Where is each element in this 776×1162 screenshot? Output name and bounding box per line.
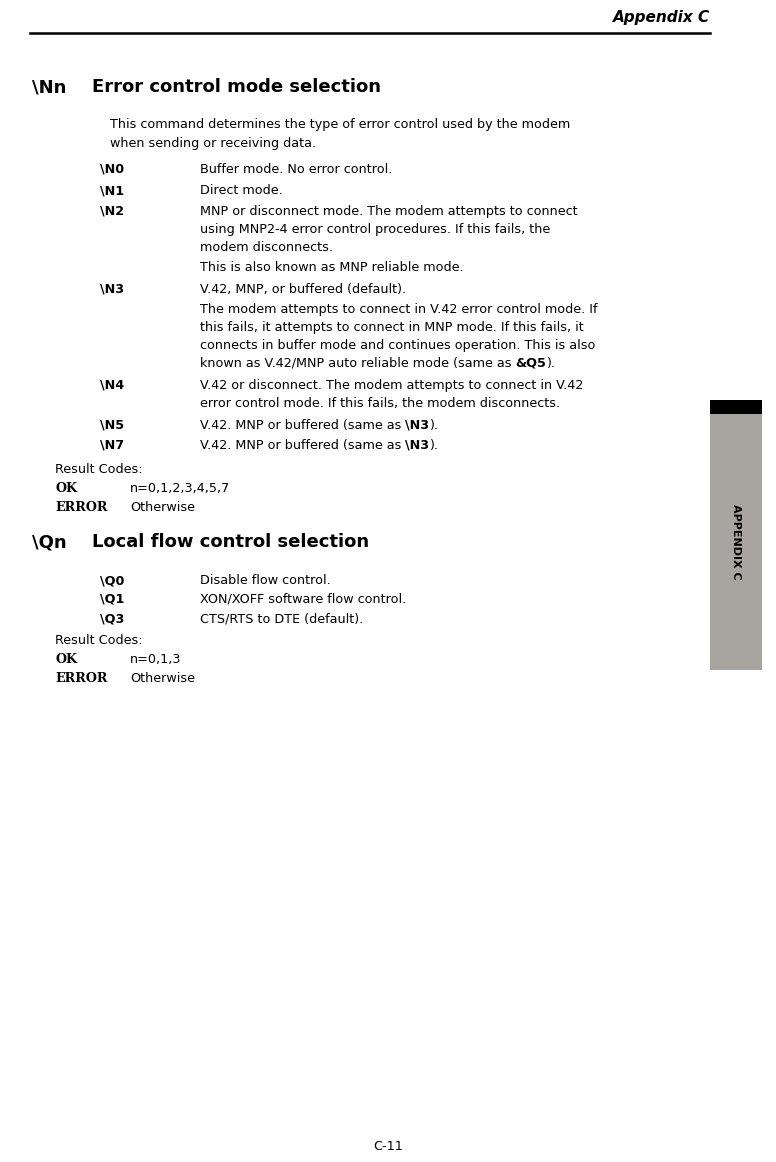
Text: n=0,1,3: n=0,1,3 (130, 653, 182, 666)
Text: CTS/RTS to DTE (default).: CTS/RTS to DTE (default). (200, 612, 363, 625)
Text: Error control mode selection: Error control mode selection (92, 78, 381, 96)
Text: V.42 or disconnect. The modem attempts to connect in V.42: V.42 or disconnect. The modem attempts t… (200, 379, 584, 392)
Text: Appendix C: Appendix C (613, 10, 710, 26)
Text: OK: OK (55, 653, 77, 666)
Text: using MNP2-4 error control procedures. If this fails, the: using MNP2-4 error control procedures. I… (200, 223, 550, 236)
Text: Direct mode.: Direct mode. (200, 184, 282, 198)
Text: This command determines the type of error control used by the modem: This command determines the type of erro… (110, 119, 570, 131)
Text: \Q1: \Q1 (100, 593, 124, 607)
Text: The modem attempts to connect in V.42 error control mode. If: The modem attempts to connect in V.42 er… (200, 303, 598, 316)
Text: \N5: \N5 (100, 419, 124, 432)
Text: known as V.42/MNP auto reliable mode (same as: known as V.42/MNP auto reliable mode (sa… (200, 357, 515, 370)
Text: \N2: \N2 (100, 205, 124, 218)
Text: \N3: \N3 (405, 439, 429, 452)
Text: &Q5: &Q5 (515, 357, 546, 370)
Text: Disable flow control.: Disable flow control. (200, 574, 331, 587)
Text: Otherwise: Otherwise (130, 672, 195, 686)
Text: XON/XOFF software flow control.: XON/XOFF software flow control. (200, 593, 407, 607)
Text: Result Codes:: Result Codes: (55, 462, 143, 476)
Text: error control mode. If this fails, the modem disconnects.: error control mode. If this fails, the m… (200, 397, 560, 410)
Bar (710, 400, 762, 414)
Text: ).: ). (429, 419, 438, 432)
Text: ).: ). (546, 357, 556, 370)
Text: Local flow control selection: Local flow control selection (92, 533, 369, 551)
Text: \Q0: \Q0 (100, 574, 124, 587)
Text: \N0: \N0 (100, 163, 124, 175)
Text: V.42. MNP or buffered (same as: V.42. MNP or buffered (same as (200, 439, 405, 452)
Text: ).: ). (429, 439, 438, 452)
Text: C-11: C-11 (373, 1140, 403, 1153)
Text: This is also known as MNP reliable mode.: This is also known as MNP reliable mode. (200, 261, 463, 274)
Text: OK: OK (55, 482, 77, 495)
Text: Result Codes:: Result Codes: (55, 634, 143, 647)
Text: when sending or receiving data.: when sending or receiving data. (110, 137, 316, 150)
Text: APPENDIX C: APPENDIX C (731, 504, 741, 580)
Text: \N4: \N4 (100, 379, 124, 392)
Text: \N3: \N3 (100, 284, 124, 296)
Text: Otherwise: Otherwise (130, 501, 195, 514)
Text: \Q3: \Q3 (100, 612, 124, 625)
Text: \N3: \N3 (405, 419, 429, 432)
Text: connects in buffer mode and continues operation. This is also: connects in buffer mode and continues op… (200, 339, 595, 352)
Text: V.42, MNP, or buffered (default).: V.42, MNP, or buffered (default). (200, 284, 406, 296)
Text: modem disconnects.: modem disconnects. (200, 241, 333, 254)
Text: ERROR: ERROR (55, 501, 108, 514)
Text: \Nn: \Nn (32, 78, 67, 96)
Bar (710, 400, 762, 670)
Text: ERROR: ERROR (55, 672, 108, 686)
Text: MNP or disconnect mode. The modem attempts to connect: MNP or disconnect mode. The modem attemp… (200, 205, 577, 218)
Text: \N7: \N7 (100, 439, 124, 452)
Text: this fails, it attempts to connect in MNP mode. If this fails, it: this fails, it attempts to connect in MN… (200, 321, 584, 333)
Text: V.42. MNP or buffered (same as: V.42. MNP or buffered (same as (200, 419, 405, 432)
Text: Buffer mode. No error control.: Buffer mode. No error control. (200, 163, 393, 175)
Text: \N1: \N1 (100, 184, 124, 198)
Text: \Qn: \Qn (32, 533, 67, 551)
Text: n=0,1,2,3,4,5,7: n=0,1,2,3,4,5,7 (130, 482, 230, 495)
